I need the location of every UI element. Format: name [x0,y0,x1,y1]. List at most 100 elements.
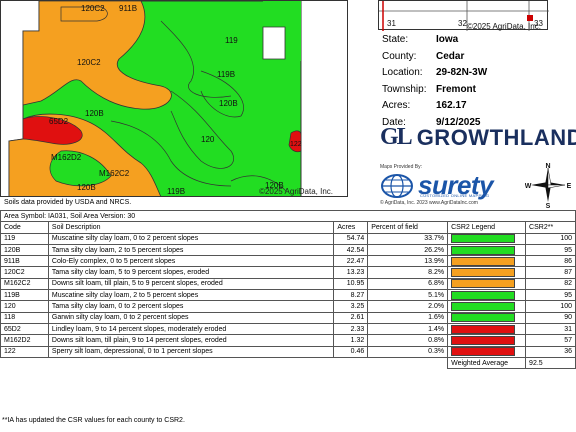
cell-percent: 26.2% [367,243,449,257]
info-value: 29-82N-3W [436,67,488,78]
cell-code: 911B [0,255,49,268]
col-header-csr2: CSR2** [525,221,576,234]
map-label: 120B [219,99,238,108]
info-value: 9/12/2025 [436,116,481,128]
map-label: 120B [85,109,104,118]
cell-percent: 0.8% [367,334,449,347]
cell-legend [447,266,527,279]
table-row: 120C2 Tama silty clay loam, 5 to 9 percen… [0,266,576,279]
section-label: 33 [534,19,543,28]
soil-map[interactable]: 120C2 911B 119 120C2 119B 120B 120B 65D2… [0,0,348,197]
info-label: County: [382,50,417,62]
map-label: M162D2 [51,153,82,162]
cell-percent: 5.1% [367,289,449,302]
col-header-description: Soil Description [47,221,335,234]
soil-zone-122 [288,130,302,153]
soil-zone-65D2 [22,116,83,145]
surety-tagline: CUSTOMIZED ONLINE MAPPING [420,193,490,198]
compass-icon: N S E W [525,163,572,210]
info-state: State: Iowa [382,32,487,49]
cell-legend [447,232,527,245]
cell-acres: 42.54 [333,243,369,257]
info-label: Location: [382,67,423,78]
cell-description: Garwin silty clay loam, 0 to 2 percent s… [47,311,335,324]
weighted-average-value: 92.5 [525,356,576,370]
info-acres: Acres: 162.17 [382,98,487,115]
weighted-average-label: Weighted Average [447,356,527,370]
maps-provided-label: Maps Provided By: [380,164,422,170]
col-header-legend: CSR2 Legend [447,221,527,234]
soil-data-source: Soils data provided by USDA and NRCS. [4,199,132,206]
map-label: 65D2 [49,117,69,126]
surety-logo: surety [380,170,494,201]
cell-code: 120B [0,243,49,257]
cell-code: M162C2 [0,277,49,291]
cell-csr2: 87 [525,266,576,279]
csr2-legend-swatch [451,324,516,334]
compass-rose: N S E W [525,162,572,213]
cell-code: 119 [0,232,49,245]
township-grid: 31 32 33 ©2025 AgriData, Inc. [379,1,549,31]
surety-footer: © AgriData, Inc. 2023 www.AgriDataInc.co… [380,200,478,206]
csr2-legend-swatch [451,268,516,278]
cell-legend [447,277,527,291]
table-row: M162C2 Downs silt loam, till plain, 5 to … [0,277,576,291]
cell-percent: 1.4% [367,322,449,336]
cell-percent: 33.7% [367,232,449,245]
cell-code: 65D2 [0,322,49,336]
csr2-legend-swatch [451,290,516,300]
csr2-legend-swatch [451,234,516,244]
cell-legend [447,255,527,268]
cell-code: 120C2 [0,266,49,279]
table-header: Code Soil Description Acres Percent of f… [0,221,576,234]
growthland-mark: GL [380,124,413,150]
cell-csr2: 100 [525,232,576,245]
csr2-legend-swatch [451,347,516,357]
section-label: 31 [387,19,396,28]
cell-description: Colo-Ely complex, 0 to 5 percent slopes [47,255,335,268]
table-row: 911B Colo-Ely complex, 0 to 5 percent slo… [0,255,576,268]
cell-description: Tama silty clay loam, 2 to 5 percent slo… [47,243,335,257]
info-label: Acres: [382,100,411,111]
cell-acres: 3.25 [333,300,369,313]
cell-acres: 2.33 [333,322,369,336]
cell-acres: 8.27 [333,289,369,302]
map-label: 119 [225,36,238,45]
map-label: 120B [265,181,284,190]
cell-csr2: 31 [525,322,576,336]
growthland-name: GROWTHLAND [416,124,576,150]
cell-percent: 13.9% [367,255,449,268]
table-row: 120B Tama silty clay loam, 2 to 5 percent… [0,243,576,257]
cell-legend [447,300,527,313]
cell-description: Downs silt loam, till plain, 5 to 9 perc… [47,277,335,291]
section-label: 32 [458,19,467,28]
map-label: 119B [217,70,235,79]
info-value: Iowa [436,34,459,45]
township-locator-map: 31 32 33 ©2025 AgriData, Inc. [378,0,549,31]
cell-legend [447,345,527,358]
csr2-legend-swatch [451,279,516,289]
cell-acres: 2.61 [333,311,369,324]
soil-map-canvas: 120C2 911B 119 120C2 119B 120B 120B 65D2… [1,1,347,196]
csr2-legend-swatch [451,256,516,266]
cell-csr2: 95 [525,243,576,257]
map-label: 120 [201,135,215,144]
table-row: M162D2 Downs silt loam, till plain, 9 to … [0,334,576,347]
cell-csr2: 90 [525,311,576,324]
map-label: 120C2 [77,58,101,67]
cell-code: 122 [0,345,49,358]
surety-name: surety [418,170,494,200]
info-township: Township: Fremont [382,82,487,99]
cell-percent: 6.8% [367,277,449,291]
cell-acres: 54.74 [333,232,369,245]
area-symbol: Area Symbol: IA031, Soil Area Version: 3… [0,209,576,223]
weighted-average-row: Weighted Average 92.5 [1,356,576,370]
cell-acres: 13.23 [333,266,369,279]
csr2-legend-swatch [451,302,516,312]
col-header-acres: Acres [333,221,369,234]
info-location: Location: 29-82N-3W [382,65,487,82]
cell-description: Tama silty clay loam, 0 to 2 percent slo… [47,300,335,313]
cell-code: M162D2 [0,334,49,347]
cell-csr2: 36 [525,345,576,358]
map-label: 119B [167,187,185,196]
